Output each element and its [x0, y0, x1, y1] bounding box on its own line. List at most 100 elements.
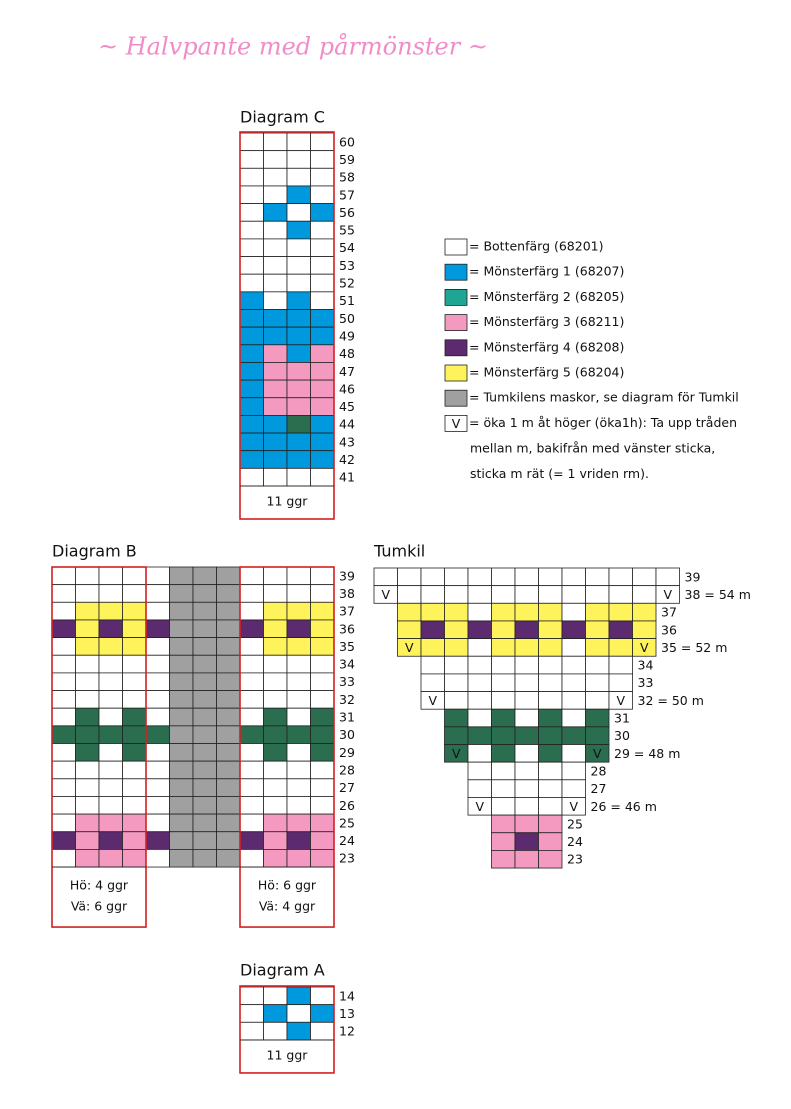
cell: [538, 655, 563, 675]
cell: [239, 291, 264, 310]
cell: [561, 726, 586, 745]
cell: [310, 566, 335, 586]
cell: [192, 778, 217, 797]
legend-label: sticka m rät (= 1 vriden rm).: [470, 466, 649, 481]
row-label: 47: [339, 364, 355, 379]
cell: [310, 601, 335, 621]
cell: [145, 796, 170, 815]
repeat-note: Hö: 6 ggr: [258, 878, 317, 893]
cell: [286, 273, 311, 293]
cell: [514, 673, 539, 692]
row-label: 37: [339, 604, 355, 619]
row-label: 44: [339, 417, 355, 432]
cell: [239, 584, 264, 603]
cell: [397, 567, 422, 587]
cell: [239, 707, 264, 727]
cell: [169, 690, 194, 709]
row-label: 23: [339, 851, 355, 866]
row-label: 36: [339, 621, 355, 636]
diagram-title: Diagram A: [240, 961, 325, 980]
cell: [98, 743, 123, 762]
cell: [491, 620, 516, 640]
repeat-note: Vä: 4 ggr: [259, 899, 316, 914]
cell: [491, 814, 516, 834]
cell: [491, 744, 516, 763]
legend-label: = Mönsterfärg 1 (68207): [469, 264, 624, 279]
cell: [239, 654, 264, 674]
cell: [122, 690, 147, 709]
cell: [286, 743, 311, 762]
row-label: 30: [614, 728, 630, 743]
cell: [239, 566, 264, 586]
cell: [239, 986, 264, 1006]
cell: [286, 379, 311, 399]
cell: [286, 291, 311, 310]
row-label: 39: [685, 569, 701, 584]
row-label: 39: [339, 568, 355, 583]
cell: [51, 654, 76, 674]
row-label: 24: [339, 833, 355, 848]
row-label: 45: [339, 399, 355, 414]
increase-symbol: V: [616, 693, 625, 708]
row-label: 55: [339, 223, 355, 238]
cell: [538, 726, 563, 745]
cell: [310, 379, 335, 399]
cell: [239, 273, 264, 293]
cell: [98, 760, 123, 780]
row-label: 43: [339, 434, 355, 449]
cell: [75, 601, 100, 621]
cell: [491, 655, 516, 675]
cell: [491, 691, 516, 710]
cell: [263, 1021, 288, 1041]
cell: [585, 708, 610, 728]
cell: [169, 637, 194, 656]
cell: [514, 832, 539, 851]
cell: [514, 638, 539, 657]
cell: [420, 585, 445, 604]
cell: [145, 849, 170, 868]
cell: [632, 638, 657, 657]
cell: [239, 796, 264, 815]
row-label: 42: [339, 452, 355, 467]
row-label: 36: [661, 622, 677, 637]
cell: [51, 760, 76, 780]
row-label: 38: [339, 586, 355, 601]
cell: [239, 238, 264, 257]
cell: [491, 585, 516, 604]
cell: [467, 673, 492, 692]
cell: [286, 167, 311, 187]
cell: [263, 467, 288, 487]
cell: [467, 655, 492, 675]
legend-label: = Mönsterfärg 4 (68208): [469, 339, 624, 354]
cell: [192, 619, 217, 639]
cell: [444, 620, 469, 640]
cell: [98, 672, 123, 691]
cell: [585, 744, 610, 763]
cell: [310, 619, 335, 639]
cell: [75, 813, 100, 833]
legend-label: = Mönsterfärg 5 (68204): [469, 365, 624, 380]
cell: [514, 850, 539, 869]
cell: [239, 344, 264, 363]
cell: [286, 132, 311, 152]
cell: [538, 761, 563, 781]
cell: [216, 796, 241, 815]
cell: [608, 585, 633, 604]
cell: [561, 761, 586, 781]
cell: [286, 256, 311, 275]
cell: [192, 637, 217, 656]
cell: [491, 708, 516, 728]
cell: [216, 760, 241, 780]
increase-symbol: V: [663, 587, 672, 602]
cell: [632, 567, 657, 587]
cell: [239, 132, 264, 152]
cell: [263, 796, 288, 815]
cell: [239, 220, 264, 240]
legend-label: = Tumkilens maskor, se diagram för Tumki…: [469, 390, 739, 405]
cell: [169, 743, 194, 762]
cell: [122, 796, 147, 815]
cell: [239, 690, 264, 709]
row-label: 54: [339, 240, 355, 255]
cell: [122, 637, 147, 656]
cell: [514, 779, 539, 798]
